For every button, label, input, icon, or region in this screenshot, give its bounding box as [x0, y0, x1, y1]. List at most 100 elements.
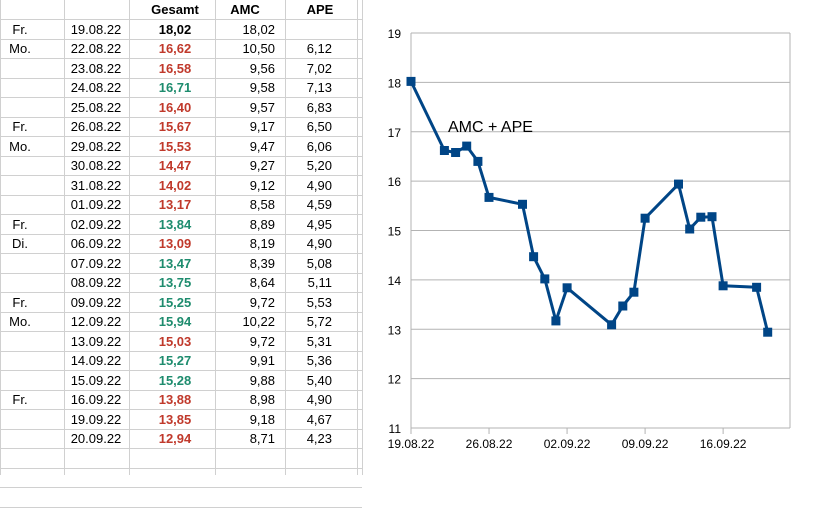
- date-cell[interactable]: 23.08.22: [70, 61, 122, 76]
- gesamt-cell[interactable]: 15,53: [158, 139, 192, 154]
- amc-cell[interactable]: 9,12: [249, 178, 275, 193]
- data-point[interactable]: [406, 76, 416, 86]
- amc-cell[interactable]: 9,47: [249, 139, 275, 154]
- date-cell[interactable]: 16.09.22: [70, 392, 122, 407]
- amc-cell[interactable]: 9,27: [249, 158, 275, 173]
- data-point[interactable]: [629, 287, 639, 297]
- data-point[interactable]: [752, 282, 762, 292]
- gesamt-cell[interactable]: 13,17: [158, 197, 192, 212]
- ape-cell[interactable]: 7,13: [306, 80, 332, 95]
- ape-cell[interactable]: 5,72: [306, 314, 332, 329]
- date-cell[interactable]: 13.09.22: [70, 334, 122, 349]
- date-cell[interactable]: 02.09.22: [70, 217, 122, 232]
- gesamt-cell[interactable]: 18,02: [158, 22, 192, 37]
- date-cell[interactable]: 14.09.22: [70, 353, 122, 368]
- data-point[interactable]: [473, 156, 483, 166]
- amc-cell[interactable]: 8,39: [249, 256, 275, 271]
- day-cell[interactable]: [0, 254, 40, 273]
- data-point[interactable]: [529, 252, 539, 262]
- date-cell[interactable]: 19.08.22: [70, 22, 122, 37]
- date-cell[interactable]: 29.08.22: [70, 139, 122, 154]
- gesamt-cell[interactable]: 16,58: [158, 61, 192, 76]
- ape-cell[interactable]: 5,08: [306, 256, 332, 271]
- date-cell[interactable]: 22.08.22: [70, 41, 122, 56]
- data-point[interactable]: [462, 141, 472, 151]
- data-point[interactable]: [674, 179, 683, 189]
- day-cell[interactable]: [0, 195, 40, 214]
- date-cell[interactable]: 09.09.22: [70, 295, 122, 310]
- amc-cell[interactable]: 9,72: [249, 334, 275, 349]
- data-point[interactable]: [540, 274, 550, 284]
- day-cell[interactable]: [0, 98, 40, 117]
- day-cell[interactable]: Fr.: [12, 392, 28, 407]
- ape-cell[interactable]: 5,40: [306, 373, 332, 388]
- day-cell[interactable]: [0, 410, 40, 429]
- gesamt-cell[interactable]: 13,84: [158, 217, 192, 232]
- date-cell[interactable]: 24.08.22: [70, 80, 122, 95]
- gesamt-cell[interactable]: 13,47: [158, 256, 192, 271]
- gesamt-cell[interactable]: 13,75: [158, 275, 192, 290]
- gesamt-cell[interactable]: 16,71: [158, 80, 192, 95]
- day-cell[interactable]: Fr.: [12, 295, 28, 310]
- date-cell[interactable]: 01.09.22: [70, 197, 122, 212]
- ape-cell[interactable]: 4,90: [306, 392, 332, 407]
- gesamt-cell[interactable]: 16,40: [158, 100, 192, 115]
- day-cell[interactable]: [0, 351, 40, 370]
- day-cell[interactable]: [0, 273, 40, 292]
- amc-cell[interactable]: 8,71: [249, 431, 275, 446]
- data-point[interactable]: [685, 224, 695, 234]
- ape-cell[interactable]: 5,31: [306, 334, 332, 349]
- date-cell[interactable]: 07.09.22: [70, 256, 122, 271]
- amc-cell[interactable]: 10,22: [242, 314, 275, 329]
- gesamt-cell[interactable]: 15,27: [158, 353, 192, 368]
- amc-cell[interactable]: 18,02: [242, 22, 275, 37]
- amc-cell[interactable]: 9,57: [249, 100, 275, 115]
- day-cell[interactable]: [0, 371, 40, 390]
- data-point[interactable]: [484, 192, 494, 202]
- day-cell[interactable]: [0, 429, 40, 448]
- gesamt-cell[interactable]: 14,47: [158, 158, 192, 173]
- date-cell[interactable]: 15.09.22: [70, 373, 122, 388]
- gesamt-cell[interactable]: 13,09: [158, 236, 192, 251]
- amc-cell[interactable]: 8,89: [249, 217, 275, 232]
- data-point[interactable]: [763, 327, 773, 337]
- ape-cell[interactable]: 4,67: [306, 412, 332, 427]
- date-cell[interactable]: 31.08.22: [70, 178, 122, 193]
- gesamt-cell[interactable]: 15,67: [158, 119, 192, 134]
- day-cell[interactable]: Fr.: [12, 119, 28, 134]
- amc-cell[interactable]: 9,72: [249, 295, 275, 310]
- gesamt-cell[interactable]: 13,85: [158, 412, 192, 427]
- data-point[interactable]: [696, 212, 706, 222]
- amc-cell[interactable]: 8,19: [249, 236, 275, 251]
- day-cell[interactable]: [0, 176, 40, 195]
- gesamt-cell[interactable]: 16,62: [158, 41, 192, 56]
- day-cell[interactable]: Mo.: [9, 41, 31, 56]
- ape-cell[interactable]: 6,83: [306, 100, 332, 115]
- ape-cell[interactable]: 5,11: [307, 275, 332, 290]
- day-cell[interactable]: Di.: [12, 236, 28, 251]
- date-cell[interactable]: 12.09.22: [70, 314, 122, 329]
- data-point[interactable]: [718, 281, 728, 291]
- day-cell[interactable]: [0, 78, 40, 97]
- date-cell[interactable]: 08.09.22: [70, 275, 122, 290]
- day-cell[interactable]: [0, 332, 40, 351]
- day-cell[interactable]: [0, 156, 40, 175]
- data-point[interactable]: [618, 301, 628, 311]
- ape-cell[interactable]: [285, 20, 332, 39]
- amc-cell[interactable]: 9,56: [249, 61, 275, 76]
- ape-cell[interactable]: 4,90: [306, 178, 332, 193]
- ape-cell[interactable]: 5,36: [306, 353, 332, 368]
- day-cell[interactable]: [0, 59, 40, 78]
- gesamt-cell[interactable]: 15,03: [158, 334, 192, 349]
- ape-cell[interactable]: 4,59: [306, 197, 332, 212]
- gesamt-cell[interactable]: 13,88: [158, 392, 192, 407]
- amc-cell[interactable]: 8,64: [249, 275, 275, 290]
- amc-cell[interactable]: 10,50: [242, 41, 275, 56]
- data-point[interactable]: [451, 148, 461, 157]
- gesamt-cell[interactable]: 15,28: [158, 373, 192, 388]
- amc-cell[interactable]: 8,58: [249, 197, 275, 212]
- ape-cell[interactable]: 4,90: [306, 236, 332, 251]
- ape-cell[interactable]: 5,20: [306, 158, 332, 173]
- data-point[interactable]: [518, 199, 527, 209]
- day-cell[interactable]: Fr.: [12, 217, 28, 232]
